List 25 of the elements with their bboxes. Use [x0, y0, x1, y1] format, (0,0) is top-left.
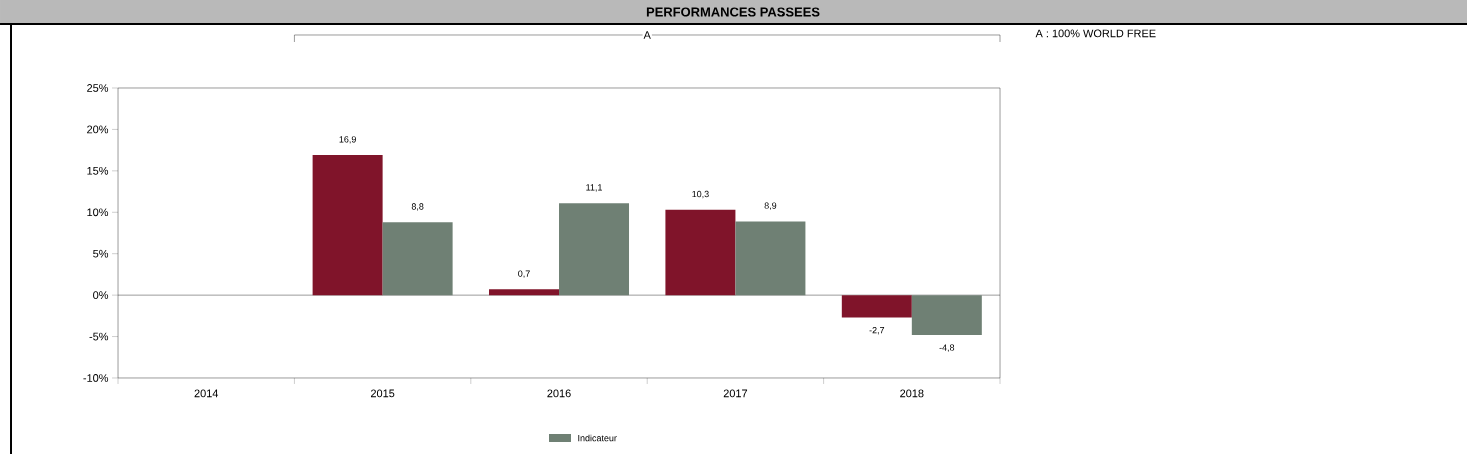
text: A: [643, 31, 651, 39]
data-label: 8,8: [411, 203, 424, 211]
text: A : 100% WORLD FREE: [1035, 29, 1156, 38]
y-tick-label: 5%: [93, 249, 109, 258]
y-tick-label: 20%: [87, 125, 109, 134]
data-label: 16,9: [339, 136, 356, 144]
x-tick-label: 2016: [547, 389, 571, 398]
x-tick-label: 2015: [370, 389, 395, 398]
data-label: 10,3: [692, 190, 709, 199]
y-tick-label: 15%: [87, 167, 109, 175]
y-tick-label: 0%: [93, 291, 109, 300]
x-tick-label: 2017: [723, 389, 748, 398]
y-tick-label: 10%: [87, 208, 109, 217]
data-label: -4,8: [939, 344, 955, 352]
y-tick-label: 25%: [87, 84, 109, 92]
y-tick-label: -5%: [89, 332, 109, 341]
legend-label: Indicateur: [578, 434, 617, 442]
data-label: -2,7: [869, 327, 885, 335]
data-label: 0,7: [518, 270, 530, 278]
data-label: 11,1: [586, 184, 602, 192]
x-tick-label: 2018: [900, 389, 924, 398]
x-tick-label: 2014: [194, 389, 219, 398]
data-label: 8,9: [764, 202, 777, 210]
chart-title: PERFORMANCES PASSEES: [646, 7, 820, 17]
y-tick-label: -10%: [83, 374, 109, 382]
